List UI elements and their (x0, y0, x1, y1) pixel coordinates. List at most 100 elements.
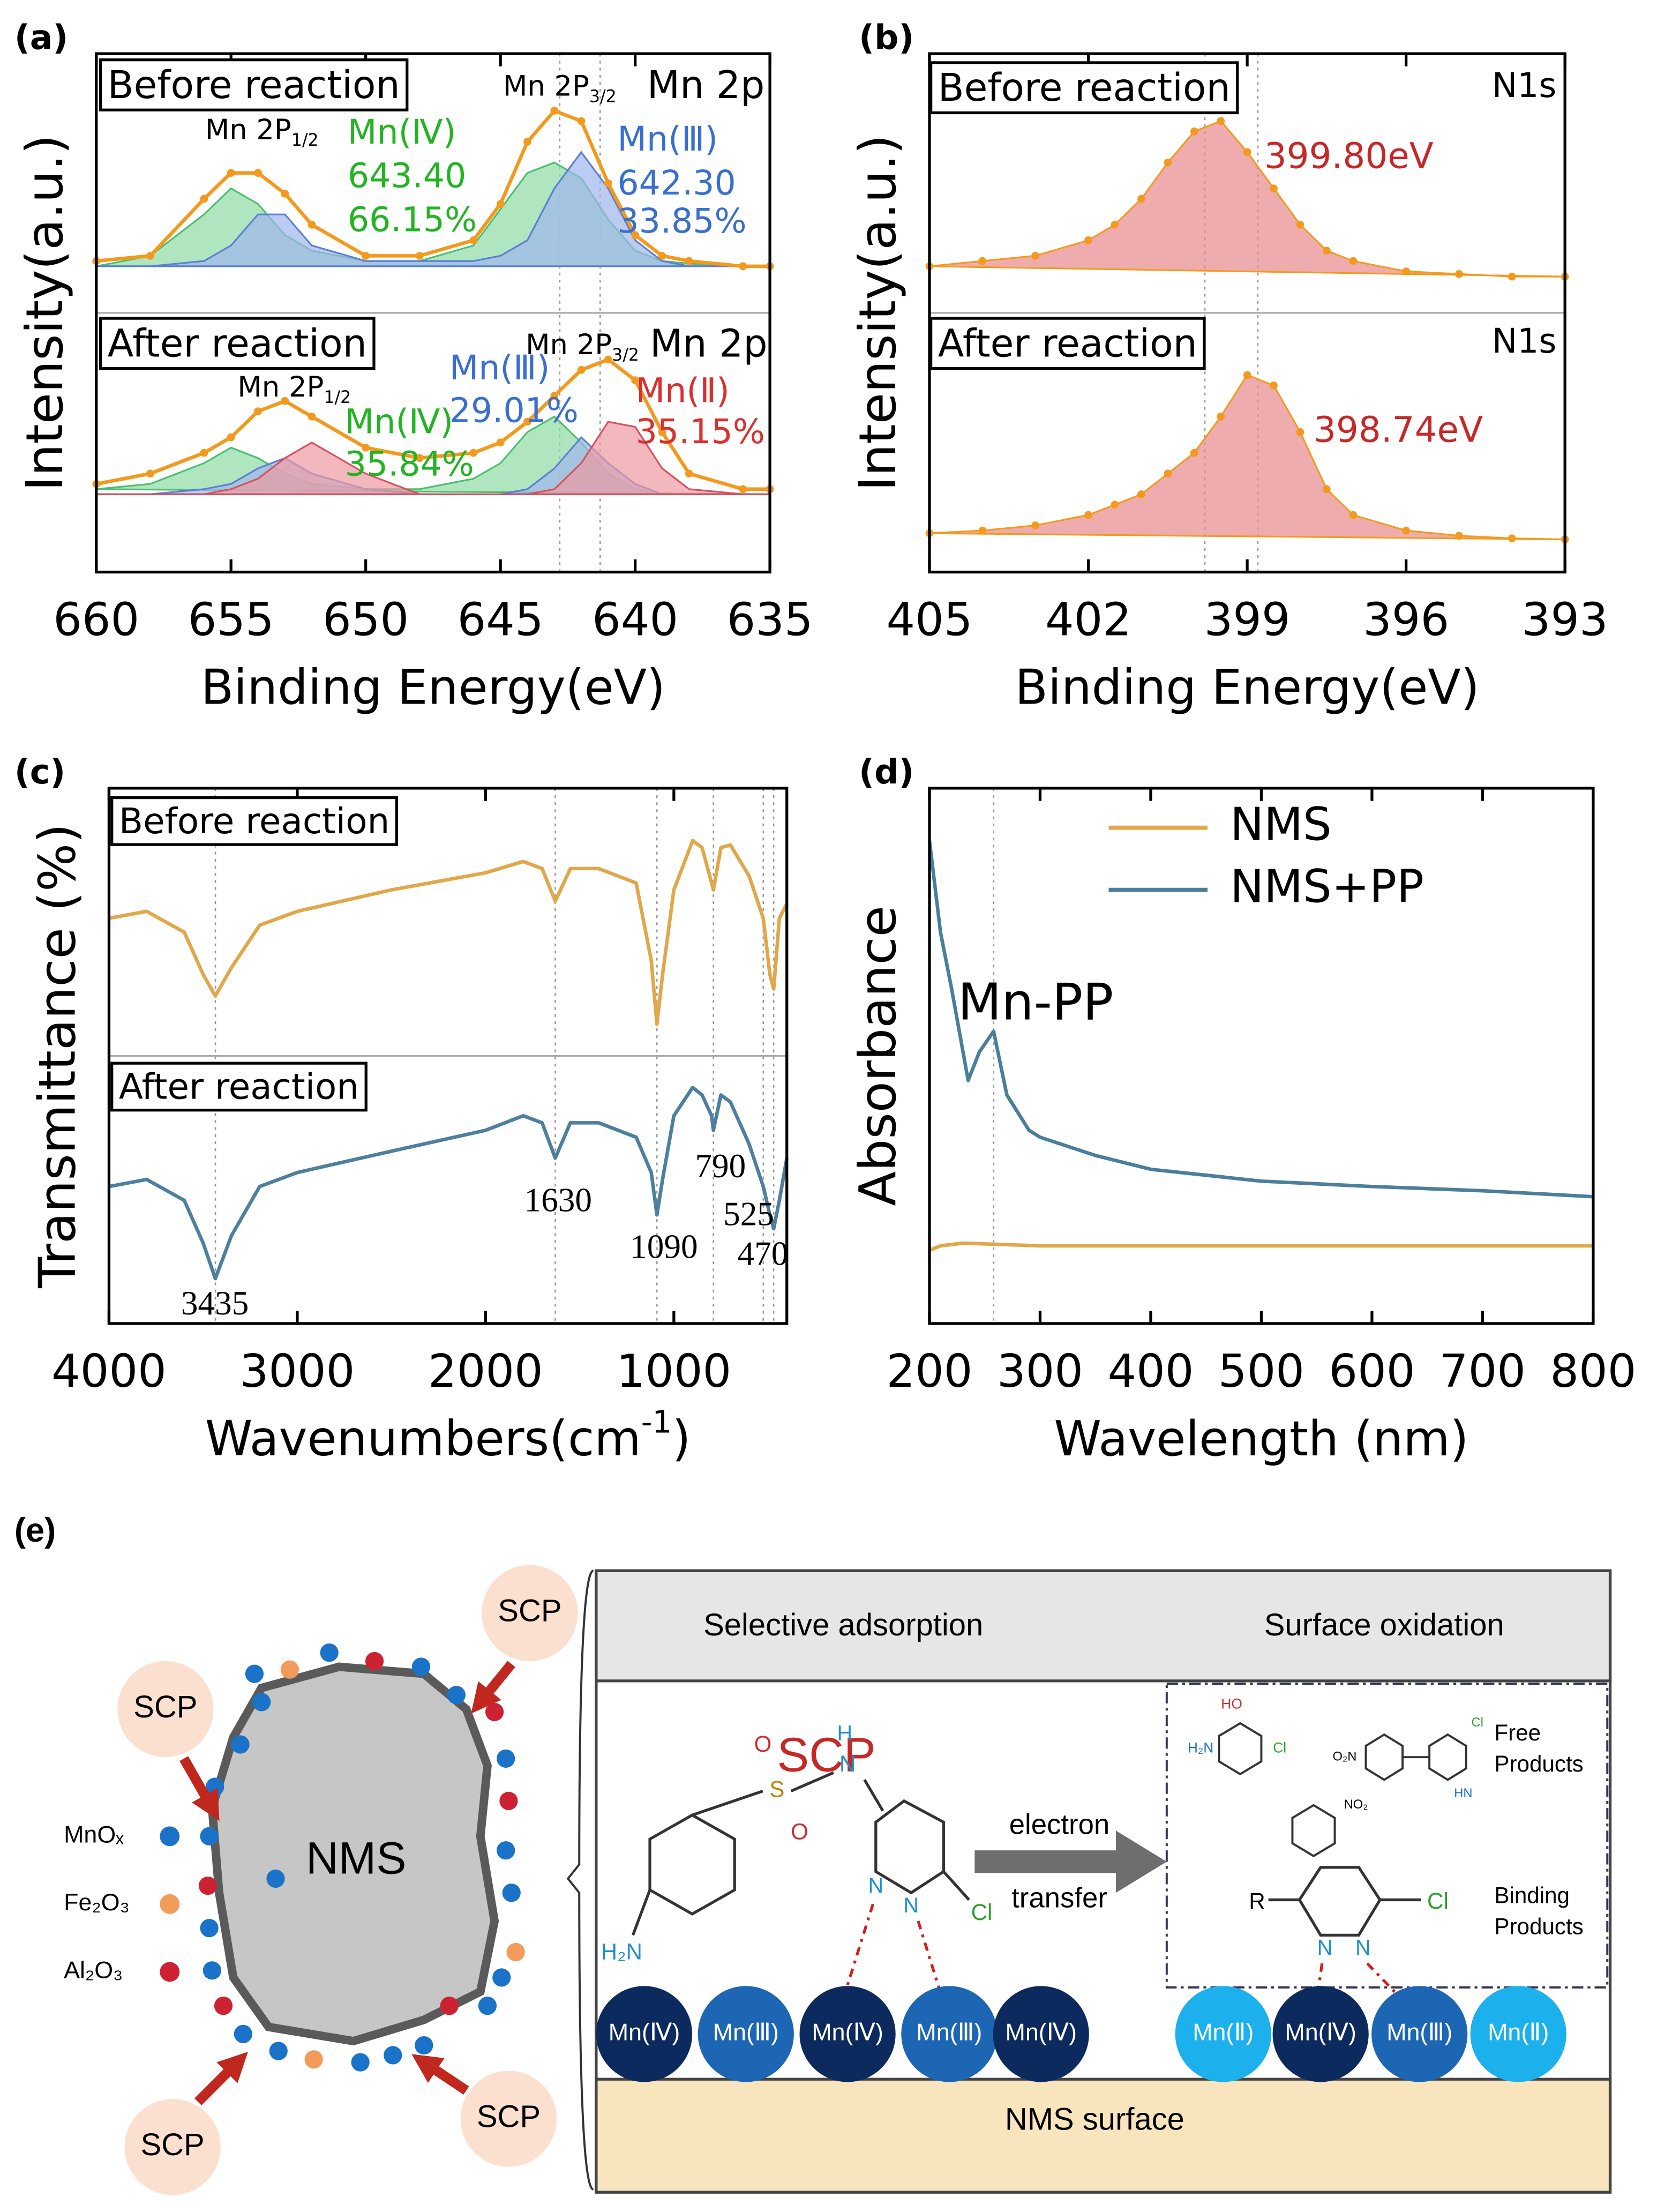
annotation-subscript: 3/2 (612, 346, 639, 365)
point (550, 107, 559, 115)
x-tick-label: 600 (1329, 1345, 1415, 1398)
point (577, 365, 586, 374)
scp-label: SCP (140, 2128, 204, 2162)
point (1217, 117, 1225, 125)
panel-label: (e) (14, 1512, 56, 1549)
atom: N (1317, 1936, 1333, 1960)
point (1455, 270, 1463, 278)
annotation: After reaction (108, 321, 367, 365)
mn-site (1470, 1986, 1566, 2082)
panel-label: (d) (859, 752, 914, 791)
surface-dot (447, 1686, 466, 1705)
point (739, 485, 747, 494)
arrow (179, 1756, 220, 1821)
point (496, 200, 505, 208)
annotation: Before reaction (938, 65, 1231, 110)
annotation: Mn(Ⅱ) (636, 370, 730, 410)
annotation: 642.30 (617, 163, 736, 203)
ring (1364, 1733, 1404, 1781)
annotation: Mn(Ⅳ) (348, 112, 456, 152)
point (415, 454, 424, 462)
mn-site (698, 1986, 794, 2082)
atom: NO₂ (1344, 1798, 1368, 1812)
point (978, 257, 987, 265)
scp-bubble (460, 2071, 557, 2167)
x-axis-title: Wavenumbers(cm-1) (205, 1403, 691, 1467)
point (415, 252, 424, 260)
atom: O₂N (1333, 1750, 1357, 1763)
header: Selective adsorption (703, 1608, 983, 1642)
product-label: Free (1494, 1720, 1541, 1745)
x-axis-title: Wavelength (nm) (1054, 1411, 1468, 1467)
sites: Mn(Ⅳ) Mn(Ⅲ) Mn(Ⅳ) Mn(Ⅲ) Mn(Ⅳ) Mn(Ⅱ) Mn(Ⅳ) Mn(Ⅲ)… (596, 1986, 1566, 2082)
annotation-text: Mn 2P (526, 328, 612, 361)
chart-panel: (b) 405 402 399 396 393 Binding Energy(eV) Inte… (849, 17, 1608, 715)
x-axis-title-part: ) (672, 1411, 691, 1467)
y-axis-title: Absorbance (849, 906, 908, 1206)
point (1111, 500, 1119, 509)
surface-dot (497, 1841, 515, 1860)
atom: S (769, 1777, 784, 1802)
mn-site-label: Mn(Ⅱ) (1488, 2019, 1549, 2046)
ring (1428, 1733, 1467, 1781)
scheme-header (595, 1569, 1612, 1683)
line (108, 1086, 789, 1281)
point (1031, 252, 1040, 260)
scp-label: SCP (498, 1594, 561, 1628)
annotation-box (110, 796, 399, 846)
annotation: After reaction (119, 1066, 359, 1107)
point (496, 438, 505, 447)
annotation-text: Mn 2P (503, 70, 589, 102)
surface-dot (497, 1749, 515, 1768)
surface-dot (365, 1651, 384, 1671)
mn-site (1272, 1986, 1369, 2082)
point (658, 252, 666, 260)
plot-frame (95, 52, 771, 574)
component-area (96, 421, 770, 495)
annotation-box (929, 61, 1239, 115)
molecule-name: SCP (777, 1728, 875, 1782)
line (108, 839, 789, 1026)
diagram: (e) NMS SCP SCP SCP SCP MnOₓ Fe₂O₃ Al₂O₃… (14, 1512, 1612, 2195)
point (523, 138, 531, 146)
surface-dot (411, 1657, 431, 1676)
mn-site-label: Mn(Ⅳ) (1285, 2019, 1356, 2046)
surface-dot (269, 2042, 288, 2060)
ring (648, 1813, 736, 1916)
scp-bubble (124, 2099, 221, 2195)
surface-dot (203, 1961, 222, 1980)
chart-panel: (a) 660 655 650 645 640 635 Binding Energy(eV) I… (14, 17, 813, 715)
surface-dot (234, 2024, 253, 2043)
point (308, 221, 316, 229)
mn-site (596, 1986, 693, 2082)
y-axis-title: Intensity(a.u.) (849, 134, 908, 491)
point (1296, 428, 1304, 436)
surface-dot (351, 2053, 370, 2072)
atom: HN (1454, 1787, 1472, 1800)
annotation: Mn 2p (647, 63, 765, 107)
bracket (566, 1570, 594, 2191)
point (577, 117, 586, 125)
atom: Cl (971, 1900, 993, 1925)
surface-dot (478, 1997, 497, 2015)
mn-site-label: Mn(Ⅲ) (916, 2019, 982, 2046)
point (1084, 511, 1092, 519)
mn-site-label: Mn(Ⅲ) (1386, 2019, 1452, 2046)
annotation: 399.80eV (1264, 135, 1434, 176)
annotation: 33.85% (617, 201, 746, 241)
point (227, 169, 235, 177)
point (254, 407, 262, 416)
surface-dot (320, 1643, 339, 1662)
annotation: Mn 2p (650, 321, 768, 365)
atom: H (837, 1721, 853, 1745)
point (1508, 272, 1516, 281)
point (1322, 485, 1331, 494)
mn-site-label: Mn(Ⅱ) (1193, 2019, 1254, 2046)
chart-panel: (d) 200 300 400 500 600 700 800 Wavelength (nm) A… (849, 752, 1636, 1467)
surface-dot (499, 1791, 518, 1811)
point (200, 195, 208, 203)
annotation: Mn 2P3/2 (526, 328, 639, 364)
point (1349, 511, 1358, 519)
annotation: 35.84% (345, 444, 474, 483)
product-label: Products (1494, 1914, 1583, 1939)
